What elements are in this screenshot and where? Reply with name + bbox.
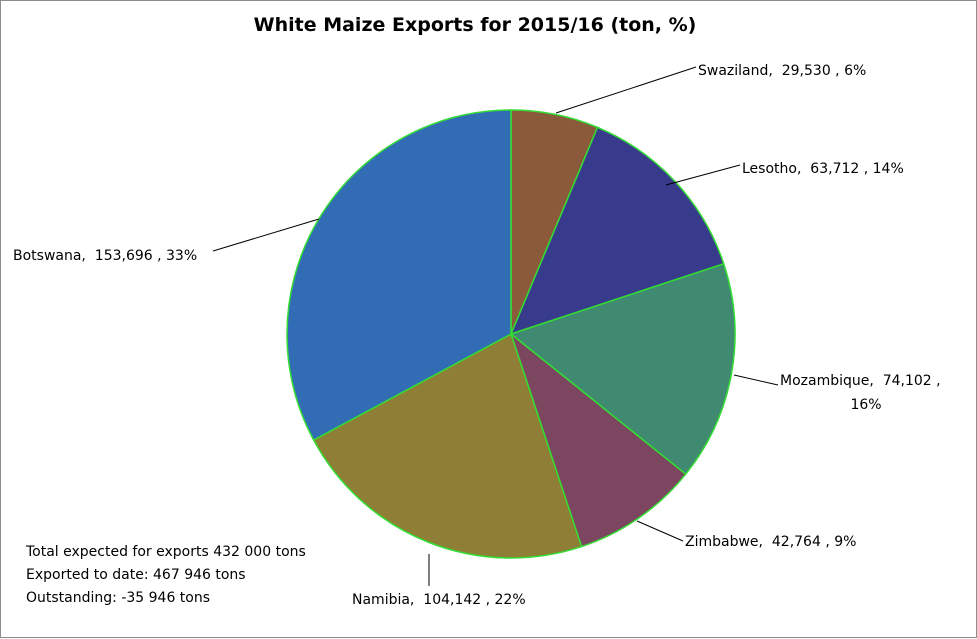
data-label-swaziland: Swaziland, 29,530 , 6% bbox=[698, 63, 866, 79]
leader-line-zimbabwe bbox=[636, 520, 684, 542]
data-label-mozambique-line-2: 16% bbox=[850, 397, 881, 413]
leader-line-mozambique bbox=[733, 374, 779, 386]
data-labels: Swaziland, 29,530 , 6% Lesotho, 63,712 , … bbox=[13, 63, 941, 608]
chart-title: White Maize Exports for 2015/16 (ton, %) bbox=[254, 14, 697, 36]
pie-slice-lesotho bbox=[509, 126, 725, 336]
notes-block: Total expected for exports 432 000 tons … bbox=[25, 544, 306, 606]
leader-line-lesotho bbox=[665, 164, 741, 186]
leader-lines bbox=[212, 66, 779, 586]
note-outstanding: Outstanding: -35 946 tons bbox=[26, 590, 210, 606]
data-label-mozambique-line-1: Mozambique, 74,102 , bbox=[780, 373, 941, 389]
pie-slice-zimbabwe bbox=[509, 331, 687, 548]
note-exported-to-date: Exported to date: 467 946 tons bbox=[26, 567, 246, 583]
leader-line-swaziland bbox=[555, 66, 697, 114]
data-label-lesotho: Lesotho, 63,712 , 14% bbox=[742, 161, 904, 177]
leader-line-botswana bbox=[212, 218, 320, 252]
note-total-expected: Total expected for exports 432 000 tons bbox=[25, 544, 306, 560]
pie-slices bbox=[286, 109, 736, 559]
data-label-zimbabwe: Zimbabwe, 42,764 , 9% bbox=[685, 534, 856, 550]
pie-slice-namibia bbox=[312, 332, 583, 559]
data-label-botswana: Botswana, 153,696 , 33% bbox=[13, 248, 197, 264]
data-label-namibia: Namibia, 104,142 , 22% bbox=[352, 592, 526, 608]
pie-slice-mozambique bbox=[509, 262, 736, 476]
